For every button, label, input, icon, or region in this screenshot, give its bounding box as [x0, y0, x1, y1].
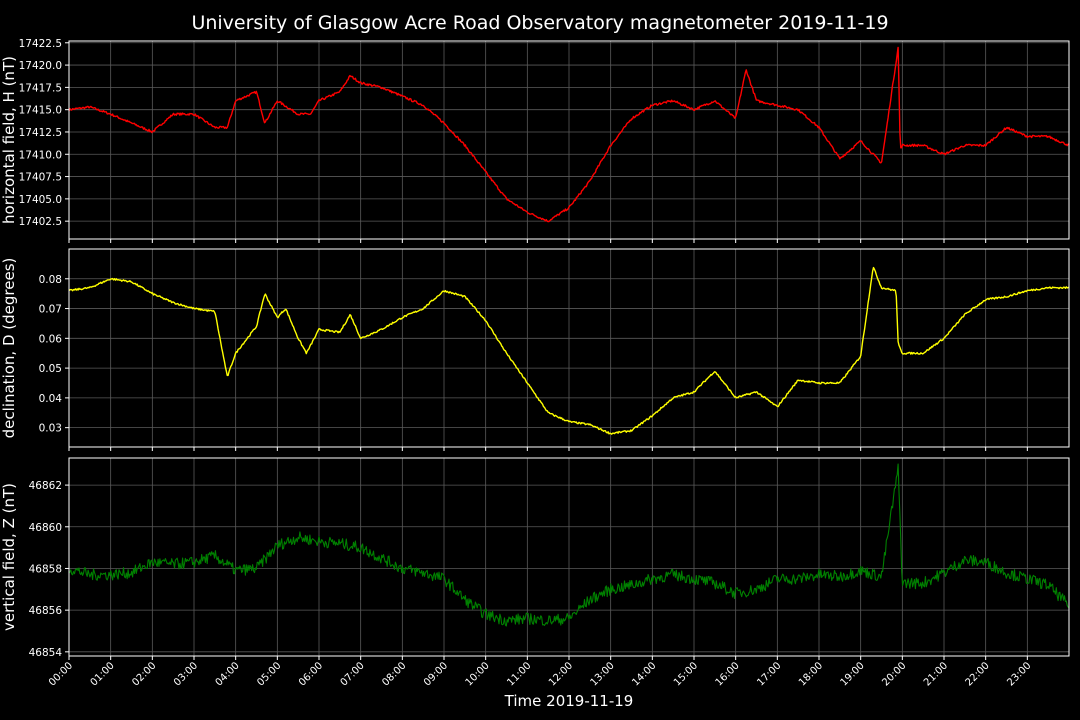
x-axis-label: Time 2019-11-19: [504, 692, 634, 710]
y-tick-label: 46854: [29, 647, 63, 659]
vertical-field-panel: 46854 46856 46858 46860 46862 vertical field,…: [0, 457, 1070, 660]
declination-axes-frame: [68, 248, 1070, 448]
y-tick-label: 0.06: [39, 333, 63, 345]
x-tick-label: 23:00: [1005, 660, 1033, 688]
x-tick-label: 09:00: [422, 660, 450, 688]
x-tick-label: 04:00: [214, 660, 242, 688]
x-tick-label: 12:00: [547, 660, 575, 688]
y-tick-label: 46862: [29, 480, 62, 492]
x-tick-label: 07:00: [339, 660, 367, 688]
declination-panel: 0.03 0.04 0.05 0.06 0.07 0.08 declination, D (…: [0, 248, 1070, 451]
x-tick-label: 20:00: [880, 660, 908, 688]
x-tick-label: 18:00: [797, 660, 825, 688]
horizontal-field-y-axis-label: horizontal field, H (nT): [0, 56, 18, 224]
y-tick-label: 46858: [29, 563, 62, 575]
x-tick-label: 08:00: [380, 660, 408, 688]
y-tick-label: 0.05: [39, 363, 62, 375]
x-tick-label: 14:00: [630, 660, 658, 688]
x-tick-label: 02:00: [130, 660, 158, 688]
declination-series-line: [68, 266, 1070, 435]
x-tick-label: 17:00: [755, 660, 783, 688]
y-tick-label: 0.08: [39, 274, 62, 286]
vertical-field-series-line: [68, 463, 1070, 627]
y-tick-label: 46860: [29, 522, 62, 534]
horizontal-field-series-line: [68, 46, 1070, 223]
vertical-field-y-axis-label: vertical field, Z (nT): [0, 483, 18, 631]
plot-panels: 17402.5 17405.0 17407.5 17410.0 17412.5 17415…: [0, 38, 1070, 660]
y-tick-label: 17407.5: [19, 172, 62, 184]
y-tick-label: 46856: [29, 605, 63, 617]
x-tick-label: 06:00: [297, 660, 325, 688]
x-tick-labels: 00:00 01:00 02:00 03:00 04:00 05:00 06:00 07:00…: [47, 660, 1033, 688]
horizontal-field-panel: 17402.5 17405.0 17407.5 17410.0 17412.5 17415…: [0, 38, 1070, 243]
y-tick-label: 17405.0: [19, 194, 62, 206]
y-tick-label: 17422.5: [19, 38, 62, 50]
y-tick-label: 0.03: [39, 423, 62, 435]
x-tick-label: 16:00: [714, 660, 742, 688]
y-tick-label: 17417.5: [19, 82, 62, 94]
x-tick-label: 19:00: [839, 660, 867, 688]
x-tick-label: 15:00: [672, 660, 700, 688]
x-tick-label: 21:00: [922, 660, 950, 688]
x-tick-label: 03:00: [172, 660, 200, 688]
y-tick-label: 17420.0: [19, 60, 62, 72]
x-tick-label: 00:00: [47, 660, 75, 688]
x-tick-label: 11:00: [505, 660, 533, 688]
declination-y-axis-label: declination, D (degrees): [0, 258, 18, 439]
y-tick-label: 17412.5: [19, 127, 62, 139]
x-tick-label: 22:00: [964, 660, 992, 688]
x-tick-label: 01:00: [89, 660, 117, 688]
x-tick-label: 10:00: [464, 660, 492, 688]
y-tick-label: 17410.0: [19, 149, 62, 161]
y-tick-label: 0.07: [39, 304, 62, 316]
y-tick-label: 17402.5: [19, 216, 62, 228]
x-tick-label: 05:00: [255, 660, 283, 688]
x-tick-label: 13:00: [589, 660, 617, 688]
y-tick-label: 0.04: [39, 393, 63, 405]
chart-title: University of Glasgow Acre Road Observat…: [191, 12, 888, 34]
y-tick-label: 17415.0: [19, 105, 62, 117]
vertical-field-axes-frame: [68, 457, 1070, 657]
horizontal-field-axes-frame: [68, 40, 1070, 240]
